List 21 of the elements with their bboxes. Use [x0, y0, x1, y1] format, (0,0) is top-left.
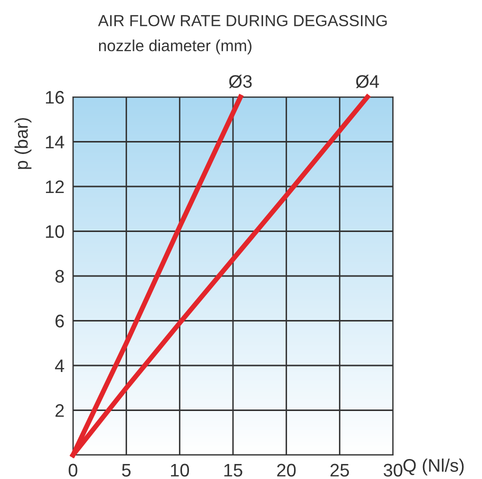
x-tick-label: 20: [277, 464, 296, 477]
y-tick-label: 2: [56, 404, 64, 417]
series-label: Ø3: [229, 74, 252, 88]
x-axis-title: Q (Nl/s): [403, 458, 464, 476]
y-tick-label: 6: [56, 314, 64, 328]
x-tick-label: 30: [384, 464, 402, 477]
chart-subtitle: nozzle diameter (mm): [99, 40, 252, 54]
y-tick-label: 12: [46, 180, 64, 194]
y-tick-label: 10: [46, 225, 64, 238]
y-tick-label: 16: [46, 90, 64, 104]
x-tick-label: 25: [330, 464, 349, 477]
x-tick-label: 0: [68, 464, 78, 477]
y-tick-label: 8: [55, 270, 64, 283]
y-tick-label: 14: [46, 136, 64, 148]
x-tick-label: 15: [224, 464, 242, 477]
y-axis-title: p (bar): [14, 118, 32, 169]
x-tick-label: 10: [171, 464, 190, 477]
x-tick-label: 5: [122, 464, 131, 477]
chart-title: AIR FLOW RATE DURING DEGASSING: [98, 14, 387, 26]
y-tick-label: 4: [55, 360, 64, 372]
series-label: Ø4: [356, 74, 379, 88]
